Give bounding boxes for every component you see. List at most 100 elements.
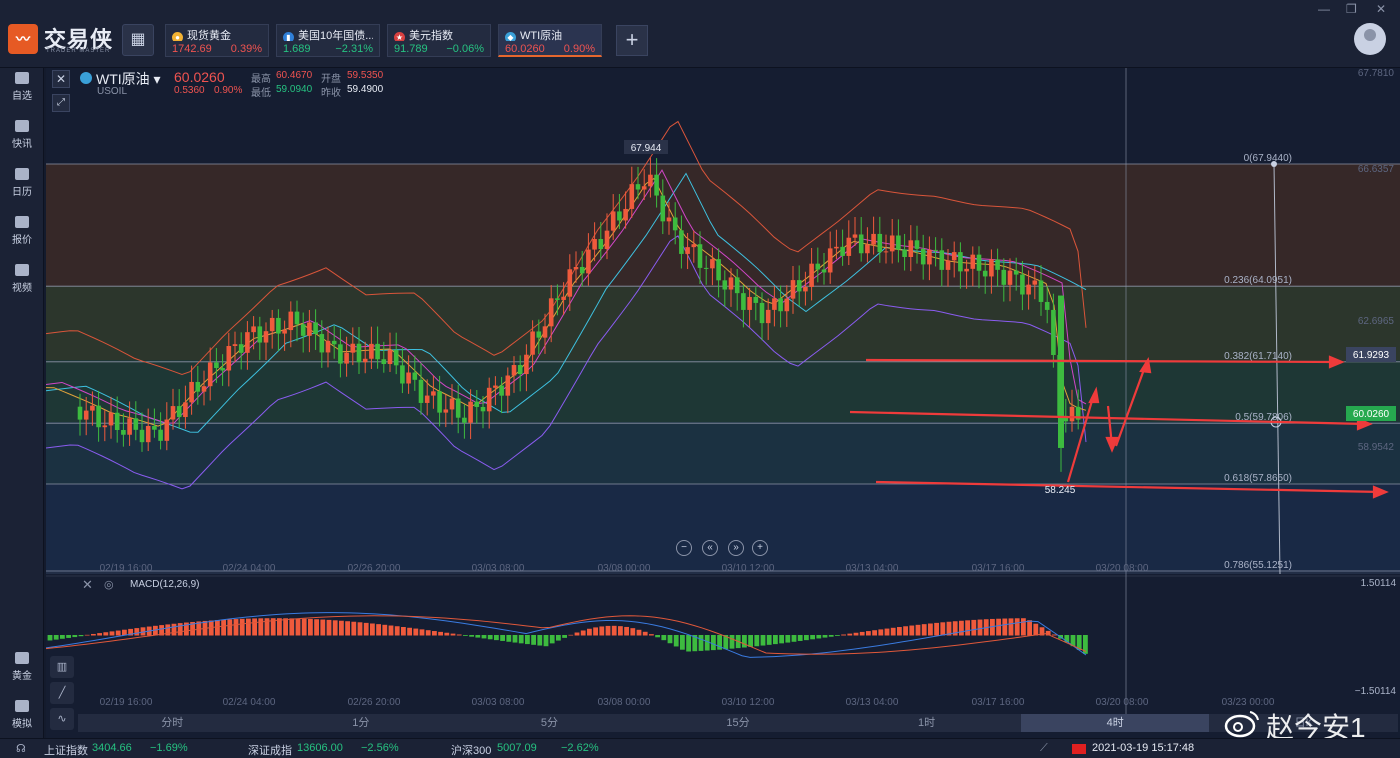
sidebar-item-video[interactable]: 视频: [0, 260, 44, 300]
time-axis-label: 03/17 16:00: [972, 563, 1025, 574]
close-chart-button[interactable]: ✕: [52, 70, 70, 88]
quote-tab-gold[interactable]: ● 现货黄金 1742.69 0.39%: [165, 24, 269, 57]
close-macd-button[interactable]: ✕: [82, 577, 93, 592]
price-axis-label: 67.7810: [1358, 68, 1395, 79]
draw-tool-button[interactable]: ⤢: [52, 94, 70, 112]
sidebar-item-calendar[interactable]: 日历: [0, 164, 44, 204]
open-value: 59.5350: [347, 70, 384, 81]
low-value: 59.0940: [276, 84, 313, 95]
index-change: −2.62%: [561, 742, 599, 754]
timeframe-tab[interactable]: 1时: [918, 717, 936, 729]
timeframe-tab[interactable]: 分时: [161, 717, 184, 729]
quote-change: 0.39%: [230, 43, 262, 55]
macd-min-label: −1.50114: [1355, 686, 1397, 697]
low-label: 最低: [251, 88, 271, 99]
index-name[interactable]: 沪深300: [451, 745, 492, 757]
trend-icon: [15, 216, 29, 228]
time-axis-label: 02/26 20:00: [348, 563, 401, 574]
fib-level-label: 0.5(59.7806): [1235, 412, 1292, 423]
fib-level-label: 0.382(61.7140): [1224, 351, 1292, 362]
time-axis-label: 03/13 04:00: [846, 563, 899, 574]
quote-tab-us10y[interactable]: ▮ 美国10年国债... 1.689 −2.31%: [276, 24, 380, 57]
prev-value: 59.4900: [347, 84, 384, 95]
bookmark-icon: [15, 72, 29, 84]
high-value: 60.4670: [276, 70, 313, 81]
app-subtitle: TRADER MASTER: [46, 48, 111, 54]
sidebar-item-demo[interactable]: 模拟: [0, 696, 44, 736]
user-avatar[interactable]: [1354, 23, 1386, 55]
price-chart[interactable]: 0(67.9440) 0.236(64.0951) 0.382(61.7140) 0.…: [46, 68, 1400, 738]
timeframe-bar: 分时 1分 5分 15分 1时 4时 日K: [78, 714, 1398, 732]
oil-icon: ◆: [505, 32, 516, 41]
sidebar-item-watchlist[interactable]: 自选: [0, 68, 44, 108]
app-name: 交易侠: [44, 27, 114, 52]
macd-time-label: 03/10 12:00: [722, 697, 775, 708]
close-window-icon[interactable]: ✕: [1376, 2, 1387, 16]
layout-grid-button[interactable]: ▦: [122, 24, 154, 56]
time-axis-label: 03/20 08:00: [1096, 563, 1149, 574]
timeframe-tab[interactable]: 15分: [726, 717, 750, 729]
quote-price: 91.789: [394, 43, 428, 55]
quote-name: WTI原油: [520, 30, 563, 41]
high-annotation: 67.944: [631, 143, 662, 154]
zoom-in-icon[interactable]: +: [752, 540, 768, 556]
calendar-icon: [15, 168, 29, 180]
change-pct: 0.90%: [214, 85, 243, 96]
macd-time-label: 02/19 16:00: [100, 697, 153, 708]
datetime: 2021-03-19 15:17:48: [1092, 742, 1195, 754]
quote-tab-dxy[interactable]: ★ 美元指数 91.789 −0.06%: [387, 24, 491, 57]
quote-name: 美国10年国债...: [298, 30, 373, 41]
us-flag-icon: ★: [394, 32, 405, 41]
fib-level-label: 0.236(64.0951): [1224, 275, 1292, 286]
time-axis-label: 03/08 00:00: [598, 563, 651, 574]
skip-forward-icon[interactable]: »: [728, 540, 744, 556]
macd-settings-icon[interactable]: ◎: [104, 579, 114, 591]
minimize-icon[interactable]: —: [1318, 2, 1330, 16]
sidebar-item-gold[interactable]: 黄金: [0, 648, 44, 688]
fib-level-label: 0(67.9440): [1244, 153, 1292, 164]
index-name[interactable]: 深证成指: [248, 745, 292, 757]
macd-time-label: 03/08 00:00: [598, 697, 651, 708]
headset-icon[interactable]: ☊: [16, 743, 26, 755]
quote-tab-wti[interactable]: ◆ WTI原油 60.0260 0.90%: [498, 24, 602, 57]
weibo-logo-icon: [1224, 711, 1259, 738]
timeframe-tab[interactable]: 1分: [352, 717, 370, 729]
gold-icon: [15, 652, 29, 664]
low-annotation: 58.245: [1045, 485, 1076, 496]
time-axis-label: 03/03 08:00: [472, 563, 525, 574]
symbol-name[interactable]: WTI原油 ▾: [96, 71, 161, 87]
top-bar: 〰 交易侠 TRADER MASTER ▦ ● 现货黄金 1742.69 0.39%…: [0, 0, 1400, 68]
quote-change: 0.90%: [563, 43, 595, 55]
price-tag-last-bg: [1346, 406, 1396, 421]
bar-chart-icon: ▮: [283, 32, 294, 41]
gold-coin-icon: ●: [172, 32, 183, 41]
chart-type-icon[interactable]: ∿: [50, 708, 74, 730]
quote-price: 1.689: [283, 43, 311, 55]
index-value: 5007.09: [497, 742, 537, 754]
timeframe-tab[interactable]: 5分: [540, 717, 558, 729]
timeframe-tab[interactable]: 4时: [1020, 714, 1210, 732]
high-label: 最高: [251, 74, 271, 85]
price-tag-last: 60.0260: [1353, 409, 1390, 420]
macd-time-label: 03/03 08:00: [472, 697, 525, 708]
macd-max-label: 1.50114: [1361, 578, 1397, 589]
open-label: 开盘: [321, 74, 341, 85]
add-tab-button[interactable]: +: [616, 25, 648, 56]
index-value: 3404.66: [92, 742, 132, 754]
index-change: −1.69%: [150, 742, 188, 754]
index-name[interactable]: 上证指数: [44, 745, 88, 757]
sidebar-item-news[interactable]: 快讯: [0, 116, 44, 156]
cn-flag-icon: [1072, 744, 1086, 754]
indicator-icon[interactable]: ▥: [50, 656, 74, 678]
change-abs: 0.5360: [174, 85, 205, 96]
pen-icon[interactable]: ╱: [50, 682, 74, 704]
sidebar-item-quotes[interactable]: 报价: [0, 212, 44, 252]
app-logo-icon: 〰: [8, 24, 38, 54]
macd-label: MACD(12,26,9): [130, 579, 200, 590]
restore-icon[interactable]: ❐: [1346, 2, 1357, 16]
quote-price: 60.0260: [505, 43, 545, 55]
macd-time-label: 02/26 20:00: [348, 697, 401, 708]
skip-back-icon[interactable]: «: [702, 540, 718, 556]
timeframe-tab[interactable]: 日K: [1294, 717, 1313, 729]
zoom-out-icon[interactable]: −: [676, 540, 692, 556]
